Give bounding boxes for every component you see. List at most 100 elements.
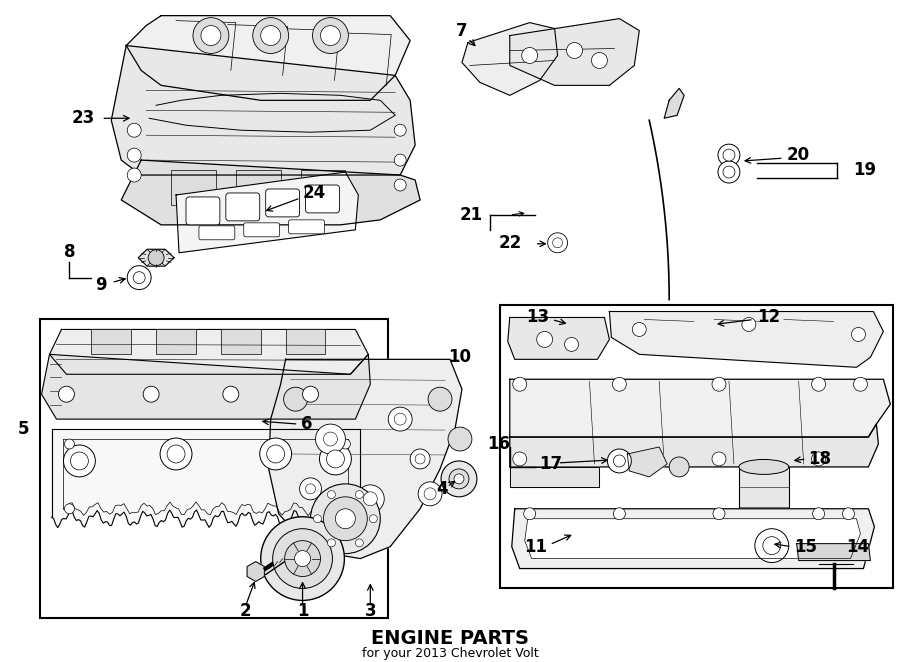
Circle shape xyxy=(394,154,406,166)
Circle shape xyxy=(712,452,726,466)
Circle shape xyxy=(567,42,582,58)
Circle shape xyxy=(328,491,336,498)
Circle shape xyxy=(300,478,321,500)
Circle shape xyxy=(167,445,185,463)
Bar xyxy=(301,170,346,205)
Polygon shape xyxy=(139,250,174,266)
Circle shape xyxy=(454,474,464,484)
Circle shape xyxy=(612,452,626,466)
Text: 22: 22 xyxy=(499,234,522,252)
Circle shape xyxy=(812,377,825,391)
Circle shape xyxy=(70,452,88,470)
Text: 10: 10 xyxy=(448,348,472,366)
Circle shape xyxy=(513,452,526,466)
Circle shape xyxy=(424,488,436,500)
FancyBboxPatch shape xyxy=(289,220,325,234)
Circle shape xyxy=(223,386,238,402)
Bar xyxy=(92,330,131,354)
Circle shape xyxy=(356,539,364,547)
Text: 2: 2 xyxy=(240,602,252,620)
Circle shape xyxy=(323,496,367,541)
Circle shape xyxy=(718,144,740,166)
Bar xyxy=(236,170,281,205)
Circle shape xyxy=(388,407,412,431)
Circle shape xyxy=(253,18,289,54)
Circle shape xyxy=(320,26,340,46)
Text: 20: 20 xyxy=(787,146,810,164)
Bar xyxy=(171,170,216,205)
Circle shape xyxy=(608,449,631,473)
Circle shape xyxy=(273,529,332,589)
Circle shape xyxy=(340,504,350,514)
FancyBboxPatch shape xyxy=(244,223,280,237)
Circle shape xyxy=(316,424,346,454)
Bar xyxy=(220,330,261,354)
Circle shape xyxy=(65,504,75,514)
Circle shape xyxy=(812,452,825,466)
Circle shape xyxy=(65,439,75,449)
Circle shape xyxy=(448,427,472,451)
Polygon shape xyxy=(126,16,410,101)
Circle shape xyxy=(328,539,336,547)
Circle shape xyxy=(327,450,345,468)
Circle shape xyxy=(394,179,406,191)
Text: 8: 8 xyxy=(64,243,76,261)
Polygon shape xyxy=(525,519,860,559)
Circle shape xyxy=(313,515,321,523)
Circle shape xyxy=(612,377,626,391)
Text: 14: 14 xyxy=(847,538,869,555)
Circle shape xyxy=(143,386,159,402)
Polygon shape xyxy=(509,379,890,437)
Text: 21: 21 xyxy=(460,206,483,224)
Text: 12: 12 xyxy=(757,308,780,326)
Polygon shape xyxy=(509,424,878,467)
Circle shape xyxy=(302,386,319,402)
Circle shape xyxy=(524,508,536,520)
Circle shape xyxy=(547,233,568,253)
Text: 6: 6 xyxy=(301,415,312,433)
Circle shape xyxy=(261,26,281,46)
Circle shape xyxy=(564,338,579,352)
Circle shape xyxy=(851,328,866,342)
Circle shape xyxy=(614,508,626,520)
Circle shape xyxy=(340,439,350,449)
Text: 3: 3 xyxy=(364,602,376,620)
Circle shape xyxy=(127,168,141,182)
Circle shape xyxy=(633,322,646,336)
Circle shape xyxy=(755,529,788,563)
Text: 13: 13 xyxy=(526,308,550,326)
Circle shape xyxy=(553,238,562,248)
Circle shape xyxy=(58,386,75,402)
Circle shape xyxy=(284,541,320,577)
Circle shape xyxy=(449,469,469,489)
Polygon shape xyxy=(41,354,370,419)
Circle shape xyxy=(369,515,377,523)
Circle shape xyxy=(441,461,477,496)
Circle shape xyxy=(160,438,192,470)
Circle shape xyxy=(513,377,526,391)
Circle shape xyxy=(410,449,430,469)
Circle shape xyxy=(718,161,740,183)
Circle shape xyxy=(614,455,626,467)
Text: 11: 11 xyxy=(525,538,547,555)
Text: 4: 4 xyxy=(436,480,448,498)
Circle shape xyxy=(284,387,308,411)
Polygon shape xyxy=(462,23,558,95)
Circle shape xyxy=(127,148,141,162)
Polygon shape xyxy=(248,561,265,581)
Circle shape xyxy=(336,509,356,529)
Bar xyxy=(500,305,894,589)
Circle shape xyxy=(294,551,310,567)
Circle shape xyxy=(127,123,141,137)
Circle shape xyxy=(201,26,220,46)
Polygon shape xyxy=(122,160,420,225)
FancyBboxPatch shape xyxy=(266,189,300,217)
Polygon shape xyxy=(176,172,358,253)
Circle shape xyxy=(853,377,868,391)
Polygon shape xyxy=(269,359,462,559)
FancyBboxPatch shape xyxy=(305,185,339,213)
Text: 23: 23 xyxy=(72,109,95,127)
Text: 17: 17 xyxy=(540,455,562,473)
Circle shape xyxy=(323,432,338,446)
Polygon shape xyxy=(664,88,684,118)
